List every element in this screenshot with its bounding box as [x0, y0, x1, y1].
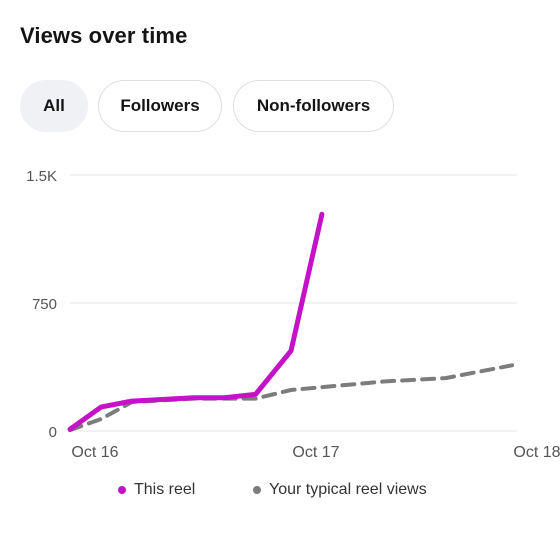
x-tick-label: Oct 17 — [292, 444, 339, 461]
legend-label-this-reel: This reel — [134, 481, 196, 498]
typical-views-line — [68, 363, 514, 433]
y-tick-label: 750 — [32, 296, 57, 313]
typical-dot-icon — [253, 486, 261, 494]
legend-item-typical: Your typical reel views — [253, 480, 427, 500]
y-tick-label: 0 — [49, 424, 57, 441]
tab-followers[interactable]: Followers — [98, 80, 222, 132]
tab-non-followers[interactable]: Non-followers — [233, 80, 394, 132]
page-title: Views over time — [20, 23, 188, 48]
legend-item-this-reel: This reel — [118, 480, 195, 500]
y-tick-label: 1.5K — [26, 168, 57, 185]
legend-label-typical: Your typical reel views — [269, 481, 427, 498]
x-tick-label: Oct 18 — [513, 444, 560, 461]
this-reel-line — [67, 211, 325, 432]
views-line-chart: 0 750 1.5K Oct 16 Oct 17 Oct 18 — [26, 168, 560, 461]
x-tick-label: Oct 16 — [71, 444, 118, 461]
this-reel-dot-icon — [118, 486, 126, 494]
tab-all[interactable]: All — [20, 80, 88, 132]
